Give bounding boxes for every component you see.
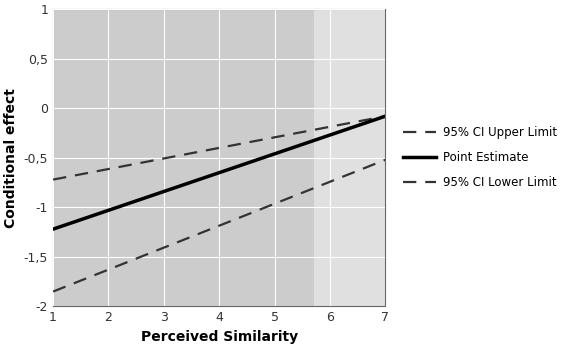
Bar (53, 9, 314, 307)
Y-axis label: Conditional effect: Conditional effect (4, 88, 18, 228)
Legend: 95% CI Upper Limit, Point Estimate, 95% CI Lower Limit: 95% CI Upper Limit, Point Estimate, 95% … (398, 122, 562, 194)
X-axis label: Perceived Similarity: Perceived Similarity (141, 330, 298, 344)
